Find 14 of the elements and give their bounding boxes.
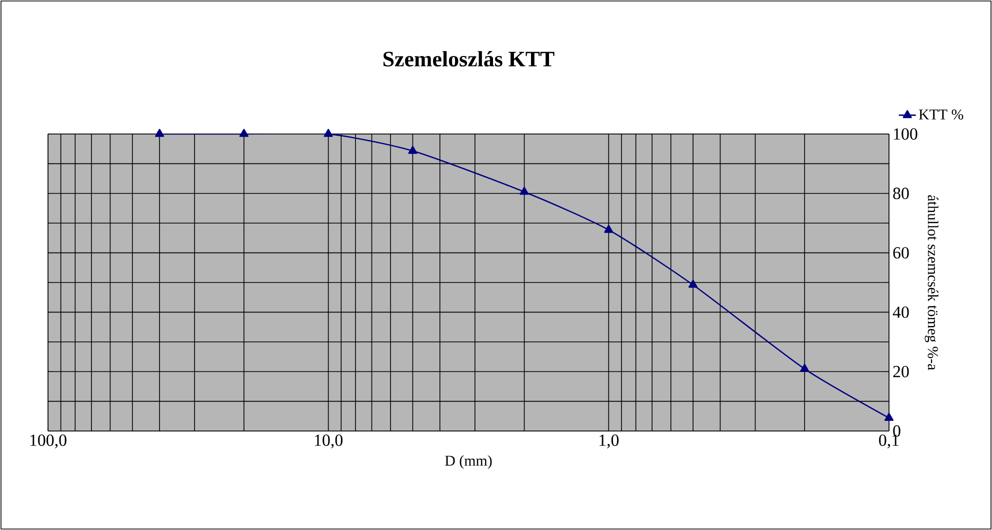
legend-label: KTT % [918,109,964,120]
y-axis-title: áthullot szemcsék tömeg %-a [924,195,938,370]
y-tick-label: 20 [893,366,909,378]
x-axis-title: D (mm) [445,455,492,469]
x-tick-label: 100,0 [30,434,66,448]
x-tick-label: 10,0 [314,434,343,448]
y-tick-label: 60 [893,247,909,259]
y-tick-label: 40 [892,306,909,318]
y-tick-label: 0 [893,425,900,437]
y-tick-label: 100 [894,128,918,140]
y-tick-label: 80 [893,188,909,200]
chart-title: Szemeloszlás KTT [384,51,554,67]
x-tick-label: 1,0 [600,434,619,448]
x-tick-label: 0,1 [879,434,899,448]
